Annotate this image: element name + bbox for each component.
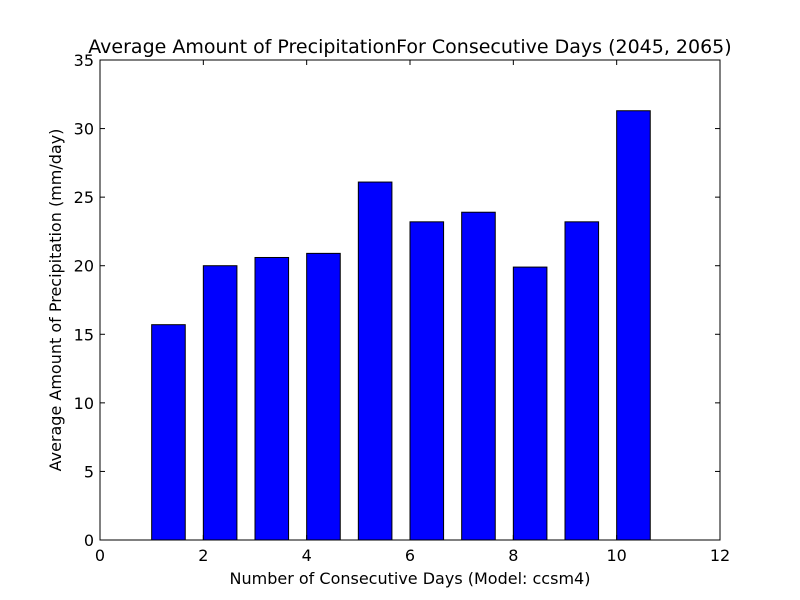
y-tick-label: 10: [74, 394, 94, 413]
y-tick-label: 30: [74, 120, 94, 139]
bar-8: [512, 266, 548, 541]
y-tick-label: 0: [84, 531, 94, 550]
x-tick-label: 12: [710, 546, 730, 565]
x-tick-label: 6: [405, 546, 415, 565]
bar-7: [461, 211, 496, 541]
x-tick-label: 2: [198, 546, 208, 565]
y-tick-label: 5: [84, 462, 94, 481]
x-axis-label: Number of Consecutive Days (Model: ccsm4…: [230, 569, 591, 588]
y-tick-label: 35: [74, 51, 94, 70]
chart-title: Average Amount of PrecipitationFor Conse…: [88, 36, 731, 58]
x-tick-label: 4: [302, 546, 312, 565]
x-tick-label: 8: [508, 546, 518, 565]
y-tick-label: 25: [74, 188, 94, 207]
bar-4: [306, 252, 341, 541]
y-axis-ticks: 0 5 10 15 20 25 30 35: [74, 51, 720, 550]
bar-9: [564, 221, 600, 541]
bar-1: [151, 324, 186, 541]
y-axis-label: Average Amount of Precipitation (mm/day): [46, 129, 65, 472]
y-tick-label: 20: [74, 257, 94, 276]
bar-6: [409, 221, 445, 541]
bars: [151, 110, 651, 541]
bar-10: [616, 110, 651, 541]
bar-2: [202, 265, 238, 541]
x-tick-label: 10: [606, 546, 626, 565]
bar-3: [254, 256, 290, 541]
y-tick-label: 15: [74, 325, 94, 344]
bar-5: [357, 181, 393, 541]
x-tick-label: 0: [95, 546, 105, 565]
x-axis-ticks: 0 2 4 6 8 10 12: [95, 60, 730, 565]
